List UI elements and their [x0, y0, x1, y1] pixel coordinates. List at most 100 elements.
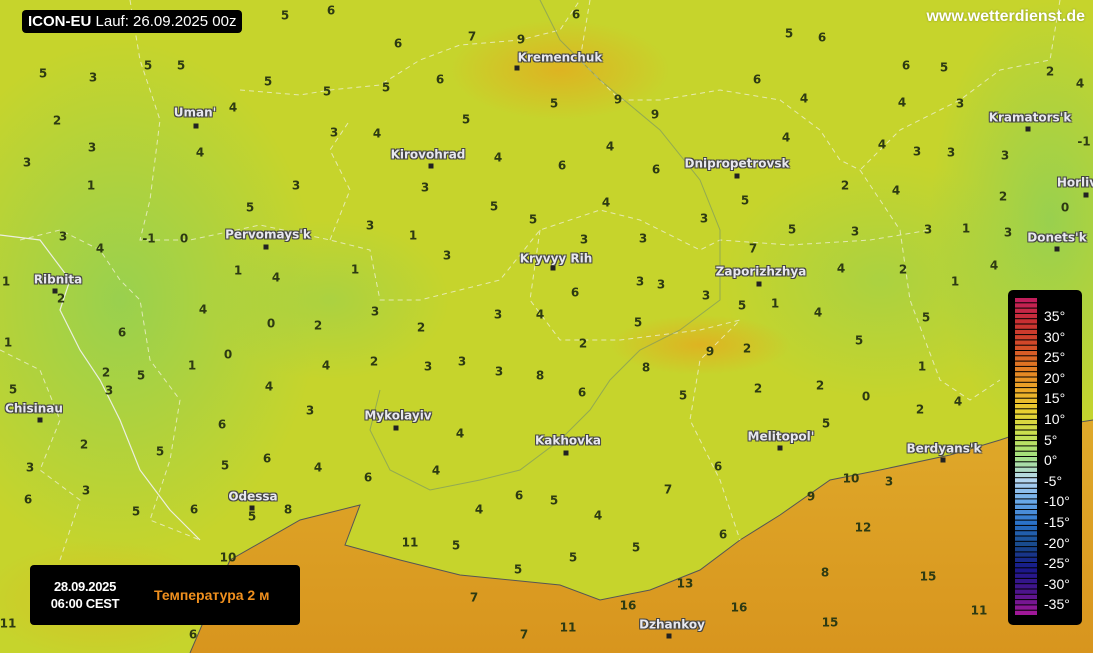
temperature-value: 3 [579, 232, 589, 247]
temperature-value: 4 [264, 379, 274, 394]
legend-color-step [1015, 600, 1037, 605]
temperature-value: 2 [578, 336, 588, 351]
legend-color-bar [1015, 298, 1037, 615]
temperature-value: -1 [142, 231, 156, 246]
legend-label: 30° [1044, 328, 1066, 345]
site-watermark: www.wetterdienst.de [926, 8, 1085, 25]
temperature-value: 9 [516, 32, 526, 47]
city-marker [1083, 192, 1089, 198]
city-label: Kirovohrad [390, 147, 466, 162]
city-label: Mykolayiv [364, 408, 432, 423]
temperature-value: 5 [854, 333, 864, 348]
legend-label: 15° [1044, 390, 1066, 407]
temperature-value: 3 [493, 307, 503, 322]
legend-color-step [1015, 377, 1037, 382]
temperature-value: 1 [350, 262, 360, 277]
temperature-value: 4 [813, 305, 823, 320]
city-label: Ribnita [33, 272, 83, 287]
temperature-value: 7 [519, 627, 529, 642]
temperature-value: 5 [220, 458, 230, 473]
temperature-value: 3 [1003, 225, 1013, 240]
temperature-value: -1 [1077, 134, 1091, 149]
temperature-value: 16 [730, 600, 748, 615]
city-marker [666, 633, 672, 639]
temperature-value: 5 [921, 310, 931, 325]
legend-color-step [1015, 303, 1037, 308]
legend-color-step [1015, 568, 1037, 573]
temperature-value: 1 [950, 274, 960, 289]
temperature-value: 4 [198, 302, 208, 317]
temperature-value: 5 [678, 388, 688, 403]
legend-color-step [1015, 356, 1037, 361]
temperature-value: 8 [535, 368, 545, 383]
temperature-value: 4 [989, 258, 999, 273]
temperature-value: 2 [79, 437, 89, 452]
temperature-value: 6 [326, 3, 336, 18]
temperature-value: 4 [321, 358, 331, 373]
temperature-value: 2 [898, 262, 908, 277]
legend-color-step [1015, 610, 1037, 615]
temperature-value: 2 [1045, 64, 1055, 79]
temperature-value: 4 [836, 261, 846, 276]
temperature-value: 6 [188, 627, 198, 642]
temperature-value: 4 [271, 270, 281, 285]
city-label: Pervomays'k [225, 227, 311, 242]
parameter-label: Температура 2 м [154, 587, 270, 603]
legend-label: 20° [1044, 369, 1066, 386]
legend-color-step [1015, 313, 1037, 319]
legend-color-step [1015, 467, 1037, 472]
temperature-value: 4 [781, 130, 791, 145]
temperature-value: 4 [431, 463, 441, 478]
temperature-value: 5 [568, 550, 578, 565]
temperature-value: 4 [891, 183, 901, 198]
temperature-value: 6 [262, 451, 272, 466]
temperature-value: 1 [961, 221, 971, 236]
city-marker [563, 450, 569, 456]
temperature-value: 5 [322, 84, 332, 99]
temperature-value: 1 [187, 358, 197, 373]
temperature-value: 6 [557, 158, 567, 173]
city-label: Dzhankoy [639, 617, 705, 632]
temperature-value: 6 [393, 36, 403, 51]
model-run-badge: ICON-EU Lauf: 26.09.2025 00z [22, 10, 243, 33]
temperature-value: 4 [897, 95, 907, 110]
temperature-value: 3 [22, 155, 32, 170]
city-label: Kakhovka [534, 433, 602, 448]
temperature-value: 0 [1060, 200, 1070, 215]
legend-color-step [1015, 541, 1037, 547]
temperature-value: 5 [784, 26, 794, 41]
temperature-value: 5 [489, 199, 499, 214]
temperature-value: 5 [549, 493, 559, 508]
temperature-value: 7 [467, 29, 477, 44]
temperature-value: 3 [370, 304, 380, 319]
city-marker [940, 457, 946, 463]
city-label: Melitopol' [747, 429, 815, 444]
temperature-value: 5 [939, 60, 949, 75]
temperature-value: 6 [189, 502, 199, 517]
temperature-value: 3 [884, 474, 894, 489]
legend-color-step [1015, 324, 1037, 329]
temperature-value: 5 [143, 58, 153, 73]
temperature-value: 6 [217, 417, 227, 432]
temperature-value: 2 [52, 113, 62, 128]
temperature-value: 5 [549, 96, 559, 111]
legend-color-step [1015, 435, 1037, 441]
temperature-value: 1 [86, 178, 96, 193]
temperature-value: 8 [641, 360, 651, 375]
city-marker [393, 425, 399, 431]
forecast-info-box: 28.09.2025 06:00 CEST Температура 2 м [30, 565, 300, 625]
city-marker [263, 244, 269, 250]
temperature-value: 4 [1075, 76, 1085, 91]
legend-color-step [1015, 329, 1037, 335]
legend-color-step [1015, 525, 1037, 531]
forecast-date: 28.09.2025 [53, 579, 117, 594]
temperature-value: 9 [705, 344, 715, 359]
temperature-value: 6 [117, 325, 127, 340]
temperature-value: 3 [87, 140, 97, 155]
temperature-value: 5 [461, 112, 471, 127]
temperature-value: 4 [799, 91, 809, 106]
temperature-value: 1 [3, 335, 13, 350]
legend-color-step [1015, 457, 1037, 462]
legend-color-step [1015, 510, 1037, 515]
